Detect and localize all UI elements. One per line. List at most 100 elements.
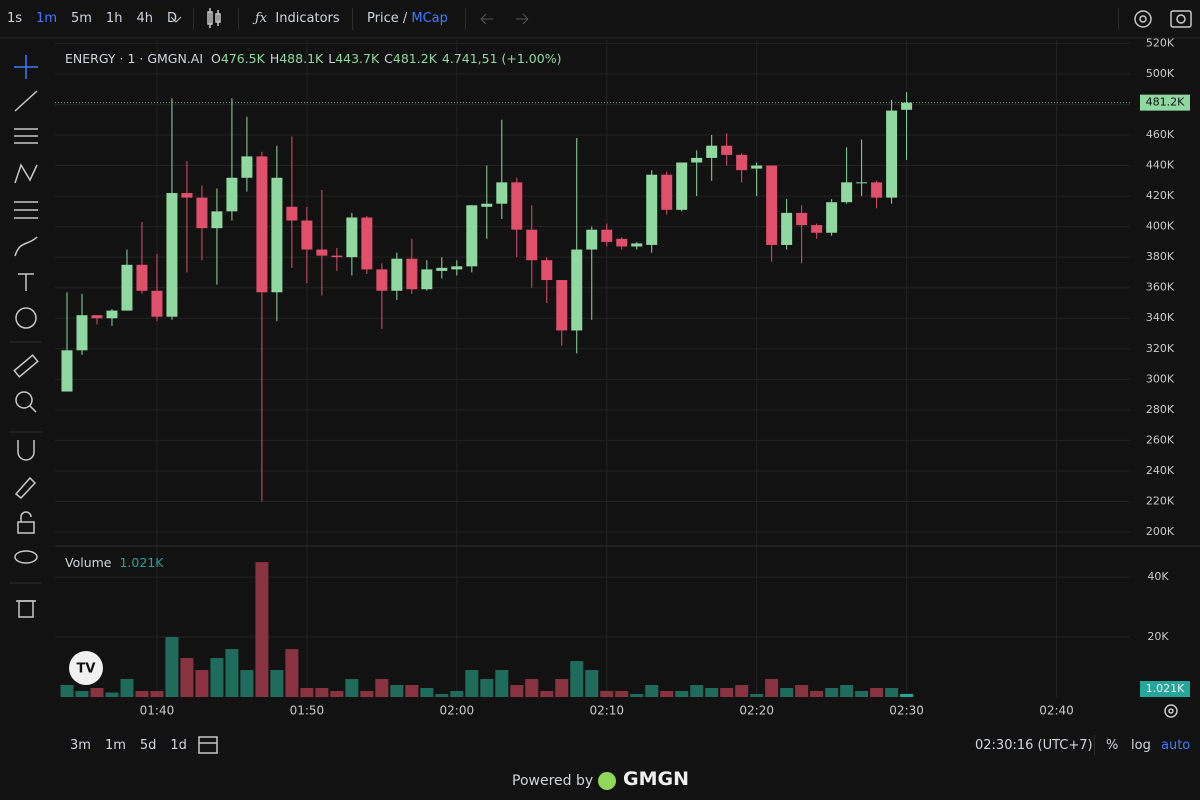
volume-bar (855, 691, 869, 697)
range-button[interactable]: 3m (70, 738, 91, 753)
emoji-tool[interactable] (15, 307, 37, 329)
drawing-tools[interactable] (13, 55, 39, 618)
candle-body (601, 229, 613, 242)
volume-bar (810, 691, 824, 697)
interval-button[interactable]: 4h (136, 11, 153, 26)
candle-body (241, 156, 253, 178)
log-button[interactable]: log (1131, 738, 1151, 753)
y-tick-label: 280K (1146, 403, 1175, 416)
ohlc-value: 443.7K (335, 51, 380, 66)
volume-bar (330, 691, 344, 697)
volume-bar (735, 685, 749, 697)
trendline-tool[interactable] (14, 90, 38, 112)
candle-body (151, 290, 163, 317)
percent-button[interactable]: % (1106, 738, 1119, 753)
volume-bar (75, 691, 89, 697)
lock-tool[interactable] (17, 511, 35, 534)
candle-body (751, 165, 763, 169)
more-intervals[interactable] (170, 16, 182, 23)
volume-bar (60, 685, 74, 697)
candle-body (166, 193, 178, 317)
fib-tool[interactable] (14, 201, 38, 219)
volume-bar (300, 688, 314, 697)
volume-bar (900, 693, 914, 697)
candle-body (586, 229, 598, 250)
volume-bar (195, 670, 209, 697)
indicators-button[interactable]: ƒx Indicators (255, 11, 340, 27)
candle-body (211, 211, 223, 229)
ohlc-key: L (328, 51, 336, 66)
ohlc-key: H (269, 51, 280, 66)
range-button[interactable]: 1d (170, 738, 187, 753)
candle-body (646, 174, 658, 245)
interval-button[interactable]: D (166, 11, 177, 26)
price-label[interactable]: Price (367, 11, 399, 26)
last-price-box (1140, 94, 1190, 111)
lock-draw-tool[interactable] (14, 476, 37, 500)
ohlc: O476.5K H488.1K L443.7K C481.2K (211, 51, 442, 66)
interval-button[interactable]: 1h (105, 11, 123, 26)
visibility-tool[interactable] (14, 550, 38, 564)
settings-icon[interactable] (1164, 704, 1178, 718)
candle-body (526, 229, 538, 261)
delete-tool[interactable] (16, 600, 36, 618)
x-tick-label: 02:00 (440, 704, 475, 718)
interval-button[interactable]: 1m (36, 11, 57, 26)
candle-body (106, 310, 118, 319)
auto-label[interactable]: auto (1161, 738, 1191, 753)
clock: 02:30:16 (UTC+7) (975, 738, 1093, 753)
candle-body (691, 157, 703, 163)
settings-icon[interactable] (1134, 10, 1152, 28)
ohlc-key: C (384, 51, 393, 66)
calendar-icon[interactable] (198, 736, 218, 754)
slash: / (402, 11, 408, 26)
text-tool[interactable] (18, 273, 34, 291)
y-tick-label: 340K (1146, 311, 1175, 324)
candle-body (571, 249, 583, 331)
candle-body (841, 182, 853, 203)
candle-type-icon[interactable] (207, 8, 221, 28)
volume-bar (285, 649, 299, 697)
candle-body (136, 264, 148, 291)
crosshair-tool[interactable] (14, 55, 38, 79)
volume-bar (675, 691, 689, 697)
range-button[interactable]: 5d (139, 738, 157, 753)
pattern-tool[interactable] (14, 163, 38, 184)
camera-icon[interactable] (1170, 10, 1192, 28)
undo[interactable] (480, 13, 493, 25)
mcap-label[interactable]: MCap (411, 11, 448, 26)
ruler-tool[interactable] (13, 354, 39, 378)
candle-body (256, 156, 268, 293)
x-tick-label: 02:20 (739, 704, 774, 718)
separator (1118, 8, 1119, 30)
volume-bar (120, 679, 134, 697)
y-tick-label: 40K (1147, 570, 1169, 583)
candle-body (76, 315, 88, 351)
interval-button[interactable]: 1s (7, 11, 23, 26)
lines-tool[interactable] (14, 128, 38, 144)
zoom-tool[interactable] (15, 391, 37, 413)
brush-tool[interactable] (14, 236, 38, 257)
volume-bar (645, 685, 659, 697)
volume-bar (585, 670, 599, 697)
auto-button[interactable]: auto (1161, 738, 1190, 754)
candle-body (286, 206, 298, 221)
volume-bar (600, 691, 614, 697)
interval-bar: 1s 1m 5m 1h 4h D (0, 11, 184, 27)
magnet-tool[interactable] (17, 440, 35, 461)
candle-body (406, 258, 418, 290)
redo[interactable] (516, 13, 529, 25)
range-button[interactable]: 1m (104, 738, 126, 753)
separator (465, 8, 466, 30)
candle-body (496, 182, 508, 204)
candle-body (556, 280, 568, 331)
candle-body (196, 197, 208, 229)
candle-body (331, 255, 343, 258)
interval-button[interactable]: 5m (70, 11, 92, 26)
candle-body (91, 315, 103, 319)
price-toggle[interactable]: Price / MCap (367, 11, 448, 27)
tv-logo[interactable]: TV (69, 651, 103, 685)
y-tick-label: 20K (1147, 630, 1169, 643)
candle-body (796, 212, 808, 226)
